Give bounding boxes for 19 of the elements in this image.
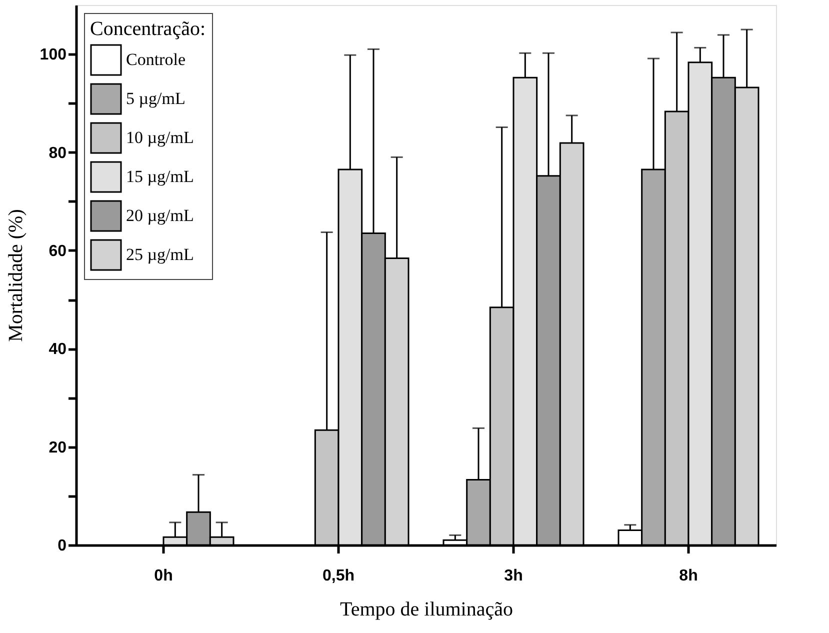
x-tick-label: 8h	[679, 568, 698, 584]
x-tick-label: 0,5h	[322, 568, 355, 584]
x-axis-title: Tempo de iluminação	[340, 598, 513, 620]
x-tick-label: 0h	[154, 568, 173, 584]
y-tick-label: 60	[48, 242, 67, 260]
y-tick-label: 0	[58, 538, 67, 554]
y-tick-label: 100	[40, 46, 67, 64]
x-tick-label: 3h	[504, 568, 523, 584]
legend-label: Controle	[126, 50, 186, 69]
y-tick-label: 80	[48, 144, 67, 162]
legend-label: 15 µg/mL	[126, 167, 194, 186]
y-tick-label: 40	[48, 341, 67, 358]
y-axis-title: Mortalidade (%)	[4, 209, 27, 342]
legend-label: 25 µg/mL	[126, 245, 194, 264]
legend-label: 5 µg/mL	[126, 89, 186, 108]
y-tick-label: 20	[48, 439, 67, 456]
legend-title: Concentração:	[90, 18, 206, 40]
legend-label: 10 µg/mL	[126, 128, 194, 147]
legend-label: 20 µg/mL	[126, 206, 194, 225]
